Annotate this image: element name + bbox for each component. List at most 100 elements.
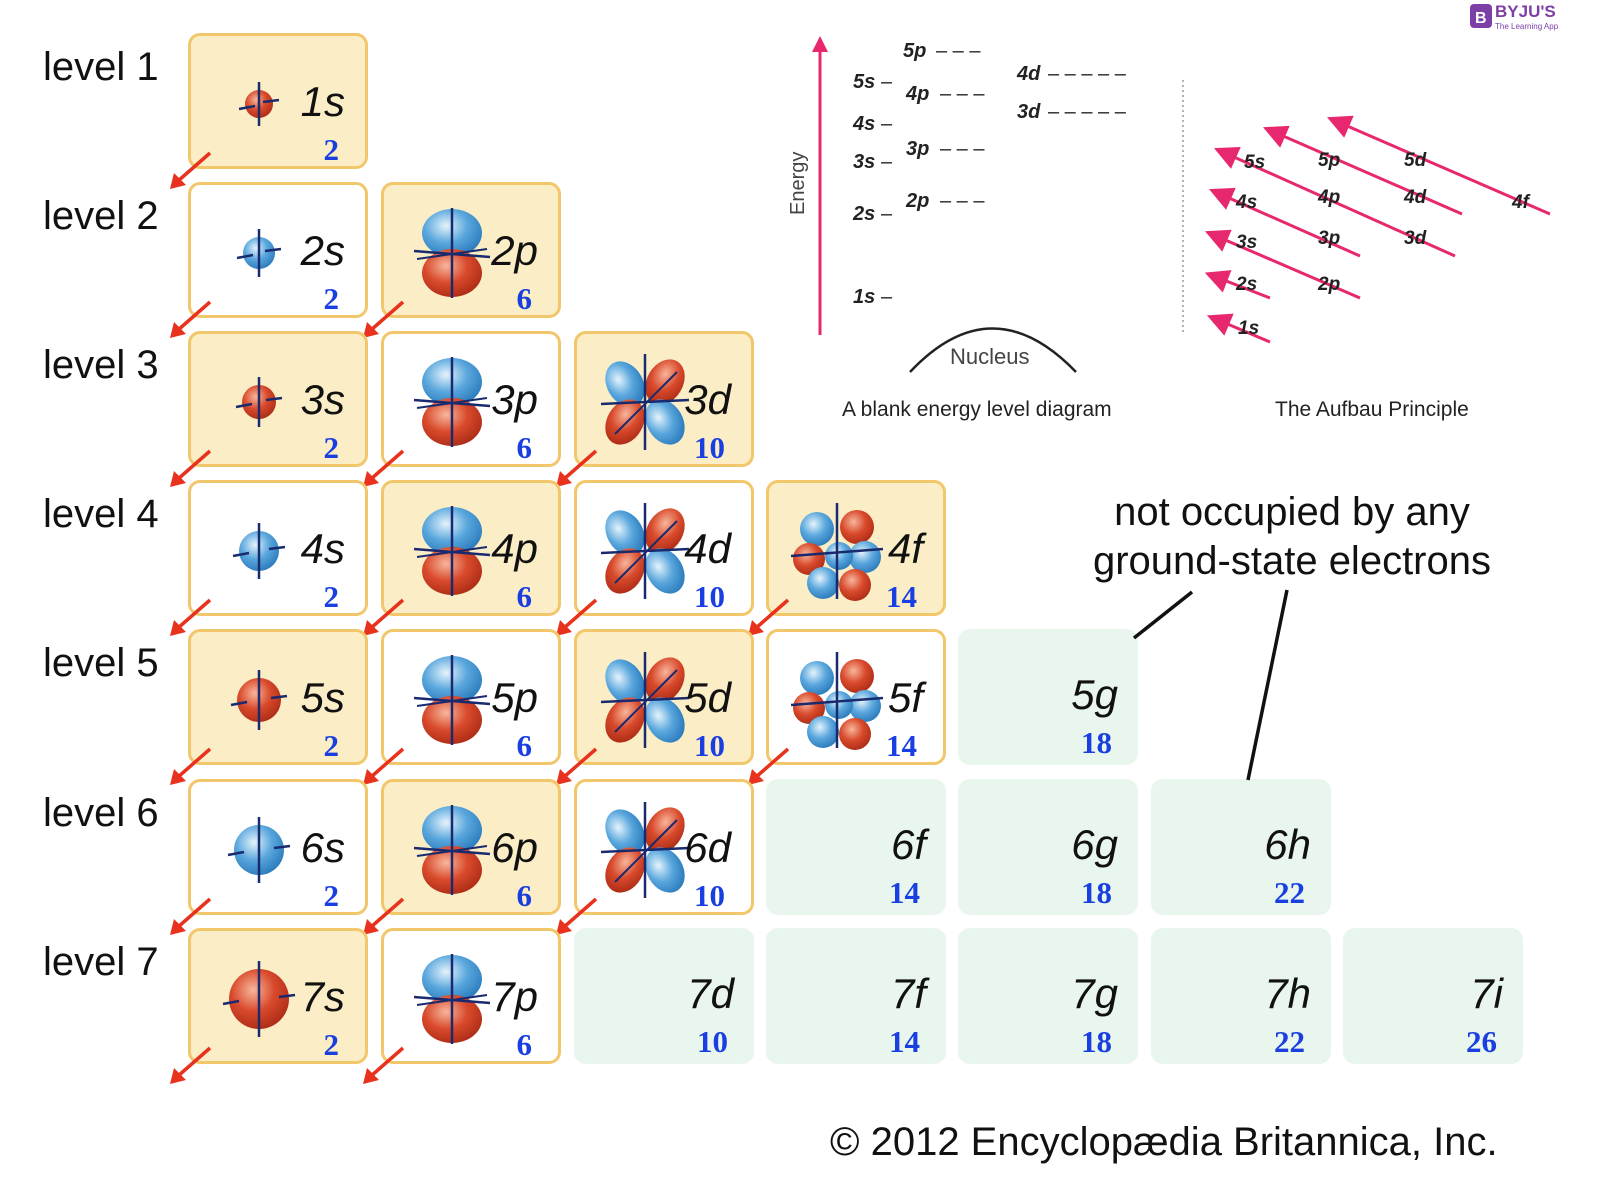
level-label-2: level 2: [43, 194, 159, 238]
orbital-name: 7i: [1470, 970, 1503, 1017]
orbital-name: 2p: [491, 227, 538, 274]
orbital-capacity: 2: [323, 1027, 340, 1062]
orbital-shape-6d-icon: [600, 802, 690, 898]
orbital-capacity: 14: [889, 875, 920, 910]
aufbau-5p: 5p: [1318, 150, 1340, 171]
svg-text:– – –: – – –: [940, 190, 985, 212]
orbital-cell-5p: 5p 6: [381, 629, 561, 765]
orbital-capacity: 2: [323, 878, 340, 913]
orbital-name: 4p: [491, 525, 538, 572]
orbital-capacity: 2: [323, 430, 340, 465]
aufbau-4f: 4f: [1511, 192, 1531, 213]
filling-order-arrow-icon: [361, 895, 407, 942]
filling-order-arrow-icon: [554, 895, 600, 942]
energy-label-4s: 4s: [852, 113, 875, 135]
orbital-name: 7f: [890, 970, 926, 1017]
svg-text:–: –: [881, 203, 893, 225]
orbital-name: 1s: [300, 78, 345, 125]
orbital-shape-7p-icon: [413, 954, 491, 1044]
aufbau-1s: 1s: [1238, 318, 1259, 339]
aufbau-2p: 2p: [1317, 274, 1340, 295]
orbital-name: 6p: [491, 824, 538, 871]
orbital-cell-5f: 5f 14: [766, 629, 946, 765]
energy-label-2p: 2p: [905, 190, 929, 212]
svg-text:– – –: – – –: [936, 40, 981, 62]
orbital-shape-4d-icon: [600, 503, 690, 599]
filling-order-arrow-icon: [361, 596, 407, 643]
orbital-name: 3s: [300, 376, 345, 423]
orbital-capacity: 10: [694, 728, 725, 763]
energy-label-3s: 3s: [853, 151, 875, 173]
orbital-name: 3d: [684, 376, 731, 423]
svg-text:–: –: [881, 113, 893, 135]
orbital-cell-7i: 7i 26: [1343, 928, 1523, 1064]
orbital-shape-5p-icon: [413, 655, 491, 745]
aufbau-4s: 4s: [1235, 192, 1257, 213]
orbital-shape-5s-icon: [230, 670, 288, 730]
aufbau-4d: 4d: [1403, 187, 1427, 208]
orbital-cell-1s: 1s 2: [188, 33, 368, 169]
orbital-shape-3s-icon: [235, 377, 283, 427]
aufbau-3s: 3s: [1236, 232, 1257, 253]
filling-order-arrow-icon: [361, 745, 407, 792]
orbital-cell-5d: 5d 10: [574, 629, 754, 765]
orbital-cell-5g: 5g 18: [958, 629, 1138, 765]
energy-label-5p: 5p: [903, 40, 926, 62]
filling-order-arrow-icon: [168, 1044, 214, 1091]
energy-level-diagram: Energy 5p – – – 5s – 4p – – – 4d – – – –…: [787, 36, 1127, 373]
orbital-capacity: 18: [1081, 1024, 1112, 1059]
filling-order-arrow-icon: [361, 447, 407, 494]
orbital-cell-6f: 6f 14: [766, 779, 946, 915]
energy-label-4p: 4p: [905, 83, 929, 105]
orbital-capacity: 18: [1081, 725, 1112, 760]
orbital-shape-7s-icon: [222, 961, 296, 1037]
orbital-cell-7d: 7d 10: [574, 928, 754, 1064]
orbital-cell-2s: 2s 2: [188, 182, 368, 318]
filling-order-arrow-icon: [746, 596, 792, 643]
aufbau-5d: 5d: [1404, 150, 1427, 171]
note-pointers: [1132, 589, 1289, 781]
aufbau-4p: 4p: [1317, 187, 1340, 208]
orbital-cell-3d: 3d 10: [574, 331, 754, 467]
orbital-capacity: 14: [889, 1024, 920, 1059]
level-label-3: level 3: [43, 343, 159, 387]
svg-text:– – – – –: – – – – –: [1048, 63, 1127, 85]
orbital-cell-7p: 7p 6: [381, 928, 561, 1064]
aufbau-3d: 3d: [1404, 228, 1427, 249]
orbital-name: 6d: [684, 824, 731, 871]
orbital-capacity: 6: [516, 430, 533, 465]
orbital-capacity: 10: [694, 430, 725, 465]
aufbau-diagram: 1s 2s 2p 3s 3p 3d 4s 4p 4d 4f 5s 5p 5d: [1204, 115, 1551, 344]
orbital-cell-7g: 7g 18: [958, 928, 1138, 1064]
aufbau-2s: 2s: [1235, 274, 1257, 295]
orbital-name: 3p: [491, 376, 538, 423]
orbital-shape-1s-icon: [238, 82, 280, 126]
svg-text:–: –: [881, 151, 893, 173]
filling-order-arrow-icon: [168, 745, 214, 792]
orbital-name: 4s: [300, 525, 345, 572]
orbital-name: 7p: [491, 973, 538, 1020]
orbital-capacity: 2: [323, 728, 340, 763]
orbital-name: 6s: [300, 824, 345, 871]
orbital-cell-6s: 6s 2: [188, 779, 368, 915]
orbital-name: 6g: [1071, 821, 1118, 868]
filling-order-arrow-icon: [168, 447, 214, 494]
orbital-capacity: 14: [886, 579, 917, 614]
orbital-name: 7g: [1071, 970, 1118, 1017]
orbital-name: 4d: [684, 525, 731, 572]
orbital-name: 5f: [887, 674, 923, 721]
orbital-capacity: 6: [516, 281, 533, 316]
aufbau-caption: The Aufbau Principle: [1275, 398, 1469, 421]
orbital-shape-3p-icon: [413, 357, 491, 447]
byjus-logo-mark: B: [1475, 10, 1487, 27]
orbital-capacity: 2: [323, 579, 340, 614]
filling-order-arrow-icon: [168, 149, 214, 196]
filling-order-arrow-icon: [746, 745, 792, 792]
orbital-cell-7s: 7s 2: [188, 928, 368, 1064]
orbital-cell-3s: 3s 2: [188, 331, 368, 467]
filling-order-arrow-icon: [168, 298, 214, 345]
copyright: © 2012 Encyclopædia Britannica, Inc.: [830, 1120, 1498, 1164]
orbital-shape-4f-icon: [790, 503, 884, 601]
orbital-cell-6g: 6g 18: [958, 779, 1138, 915]
orbital-cell-4p: 4p 6: [381, 480, 561, 616]
